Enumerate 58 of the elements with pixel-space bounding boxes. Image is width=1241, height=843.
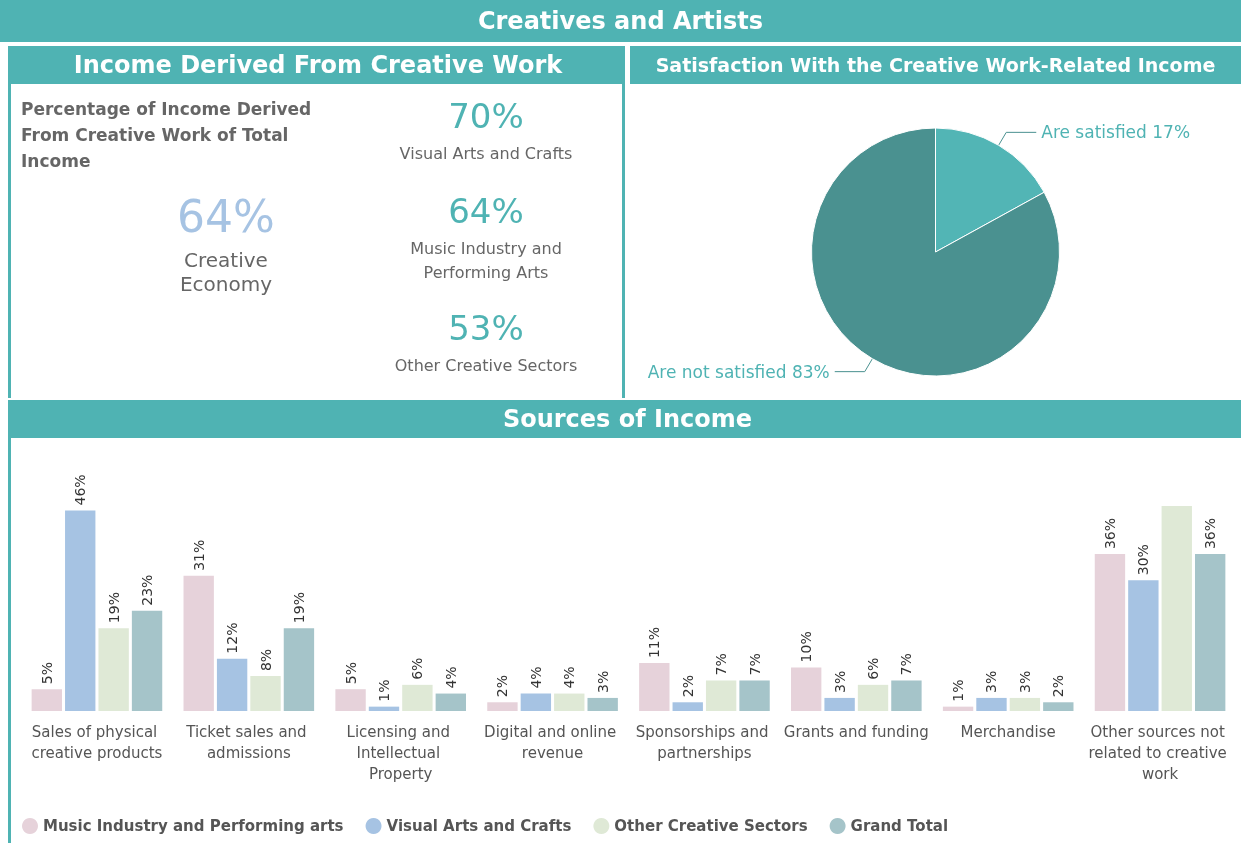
data-label: 7% [898, 653, 915, 676]
data-label: 46% [72, 474, 89, 506]
text: Music Industry and Performing Arts [409, 238, 563, 284]
text: Creative Economy [178, 248, 274, 296]
chart-title: Satisfaction With the Creative Work-Related Income [630, 46, 1241, 84]
x-tick-label: Digital and online revenue [484, 722, 622, 762]
data-label: 19% [290, 592, 307, 624]
data-label: 36% [1202, 517, 1219, 550]
legend-label: Music Industry and Performing arts [43, 817, 344, 835]
slice-label: Are not satisfied 83% [647, 361, 830, 382]
data-label: 2% [679, 675, 696, 698]
x-tick-label: Licensing and Intellectual Property [346, 722, 455, 783]
data-label: 31% [190, 539, 207, 571]
x-tick-label: Ticket sales and admissions [185, 722, 312, 762]
text: 64% [447, 191, 525, 231]
text: Other Creative Sectors [393, 355, 579, 377]
data-label: 2% [494, 675, 511, 698]
data-label: 23% [139, 574, 156, 606]
data-label: 4% [442, 666, 459, 689]
data-label: 10% [798, 631, 815, 663]
data-label: 11% [646, 626, 663, 659]
data-label: 3% [594, 670, 611, 693]
data-label: 6% [865, 657, 882, 680]
data-label: 36% [1101, 517, 1118, 550]
data-label: 7% [746, 653, 763, 676]
x-tick-label: Merchandise [960, 722, 1056, 741]
text: 53% [447, 308, 525, 348]
data-label: 12% [224, 622, 241, 654]
data-label: 2% [1050, 675, 1067, 698]
text: Income Derived From Creative Work [11, 46, 625, 84]
x-tick-label: Sales of physical creative products [31, 722, 163, 762]
text: Creatives and Artists [0, 0, 1241, 42]
data-label: 6% [409, 657, 426, 680]
text: 70% [447, 96, 525, 136]
chart-title: Sources of Income [11, 400, 1241, 438]
data-label: 3% [831, 670, 848, 693]
x-tick-label: Other sources not related to creative work [1088, 722, 1232, 783]
data-label: 1% [375, 679, 392, 702]
data-label: 30% [1135, 544, 1152, 576]
data-label: 8% [257, 648, 274, 672]
data-label: 3% [983, 670, 1000, 693]
data-label: 5% [38, 661, 55, 685]
legend-label: Visual Arts and Crafts [386, 817, 572, 835]
text: Visual Arts and Crafts [398, 143, 574, 165]
x-tick-label: Sponsorships and partnerships [635, 722, 774, 762]
data-label: 3% [1016, 670, 1033, 693]
data-label: 5% [342, 661, 359, 685]
data-label: 4% [561, 666, 578, 689]
data-label: 1% [950, 679, 967, 702]
slice-label: Are satisfied 17% [1041, 122, 1191, 143]
legend-label: Other Creative Sectors [614, 817, 808, 835]
data-label: 19% [105, 592, 122, 624]
text: Percentage of Income Derived From Creative Work of Total Income [21, 98, 313, 173]
data-label: 4% [527, 666, 544, 689]
text: 64% [176, 191, 276, 242]
legend-label: Grand Total [850, 817, 949, 835]
data-label: 7% [713, 653, 730, 676]
x-tick-label: Grants and funding [783, 722, 929, 741]
